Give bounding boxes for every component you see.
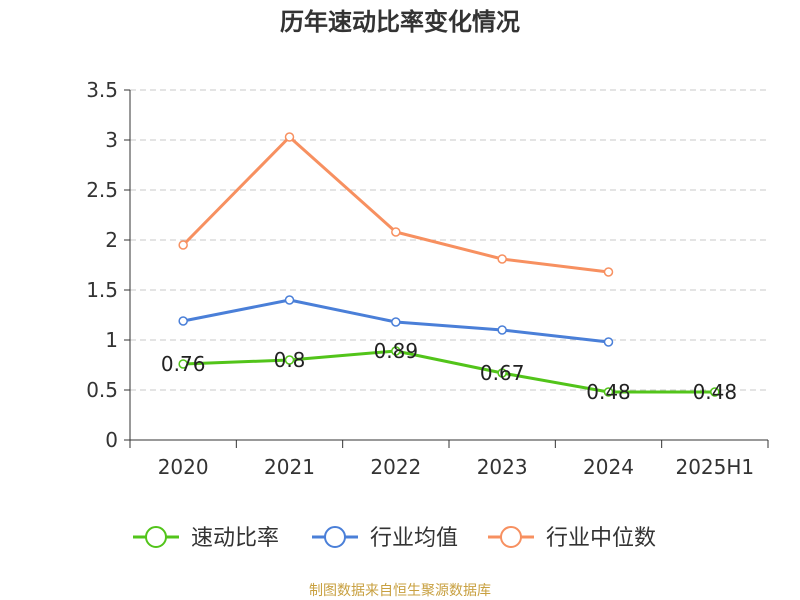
x-tick-label: 2024 xyxy=(583,455,634,479)
data-point xyxy=(284,295,295,305)
data-point xyxy=(710,387,720,397)
legend-label: 行业均值 xyxy=(370,526,458,551)
legend-label: 行业中位数 xyxy=(546,526,656,551)
legend-marker xyxy=(500,526,522,548)
y-tick-label: 2.5 xyxy=(86,178,118,202)
x-tick-label: 2020 xyxy=(158,455,209,479)
data-point xyxy=(497,254,507,264)
y-tick-label: 0.5 xyxy=(86,378,118,402)
data-point xyxy=(391,346,401,356)
data-label: 0.48 xyxy=(586,380,631,404)
data-point xyxy=(178,240,188,250)
data-label: 0.8 xyxy=(274,348,306,372)
data-point xyxy=(284,132,295,142)
legend-marker xyxy=(145,526,167,548)
data-label: 0.67 xyxy=(480,361,525,385)
data-point xyxy=(497,325,507,335)
data-point xyxy=(603,387,614,397)
y-tick-label: 1.5 xyxy=(86,278,118,302)
data-point xyxy=(178,316,188,326)
legend-marker xyxy=(324,526,346,548)
data-point xyxy=(284,355,295,365)
data-point xyxy=(391,317,401,327)
x-tick-label: 2021 xyxy=(264,455,315,479)
data-label: 0.76 xyxy=(161,352,206,376)
data-point xyxy=(178,359,188,369)
y-tick-label: 1 xyxy=(105,328,118,352)
chart-title: 历年速动比率变化情况 xyxy=(280,8,520,36)
axes: 0 0.5 1 1.5 2 2.5 3 3.5 2020 2021 2022 2023 2024 2025… xyxy=(86,78,769,479)
data-point xyxy=(603,267,614,277)
series: 0.76 0.8 0.89 0.67 0.48 0.48 xyxy=(161,132,738,404)
y-tick-label: 3.5 xyxy=(86,78,118,102)
data-label: 0.48 xyxy=(693,380,738,404)
data-label: 0.89 xyxy=(374,339,419,363)
x-tick-label: 2025H1 xyxy=(675,455,754,479)
y-tick-label: 2 xyxy=(105,228,118,252)
data-point xyxy=(497,368,507,378)
data-point xyxy=(603,337,614,347)
y-tick-label: 3 xyxy=(105,128,118,152)
y-tick-label: 0 xyxy=(105,428,118,452)
x-tick-label: 2023 xyxy=(477,455,528,479)
x-tick-label: 2022 xyxy=(370,455,421,479)
series-line xyxy=(182,135,609,274)
data-point xyxy=(391,227,401,237)
legend-label: 速动比率 xyxy=(191,526,279,551)
grid xyxy=(130,89,768,391)
legend: 速动比率 行业均值 行业中位数 xyxy=(133,526,656,551)
source-note: 制图数据来自恒生聚源数据库 xyxy=(309,583,491,599)
series-line xyxy=(183,349,715,394)
